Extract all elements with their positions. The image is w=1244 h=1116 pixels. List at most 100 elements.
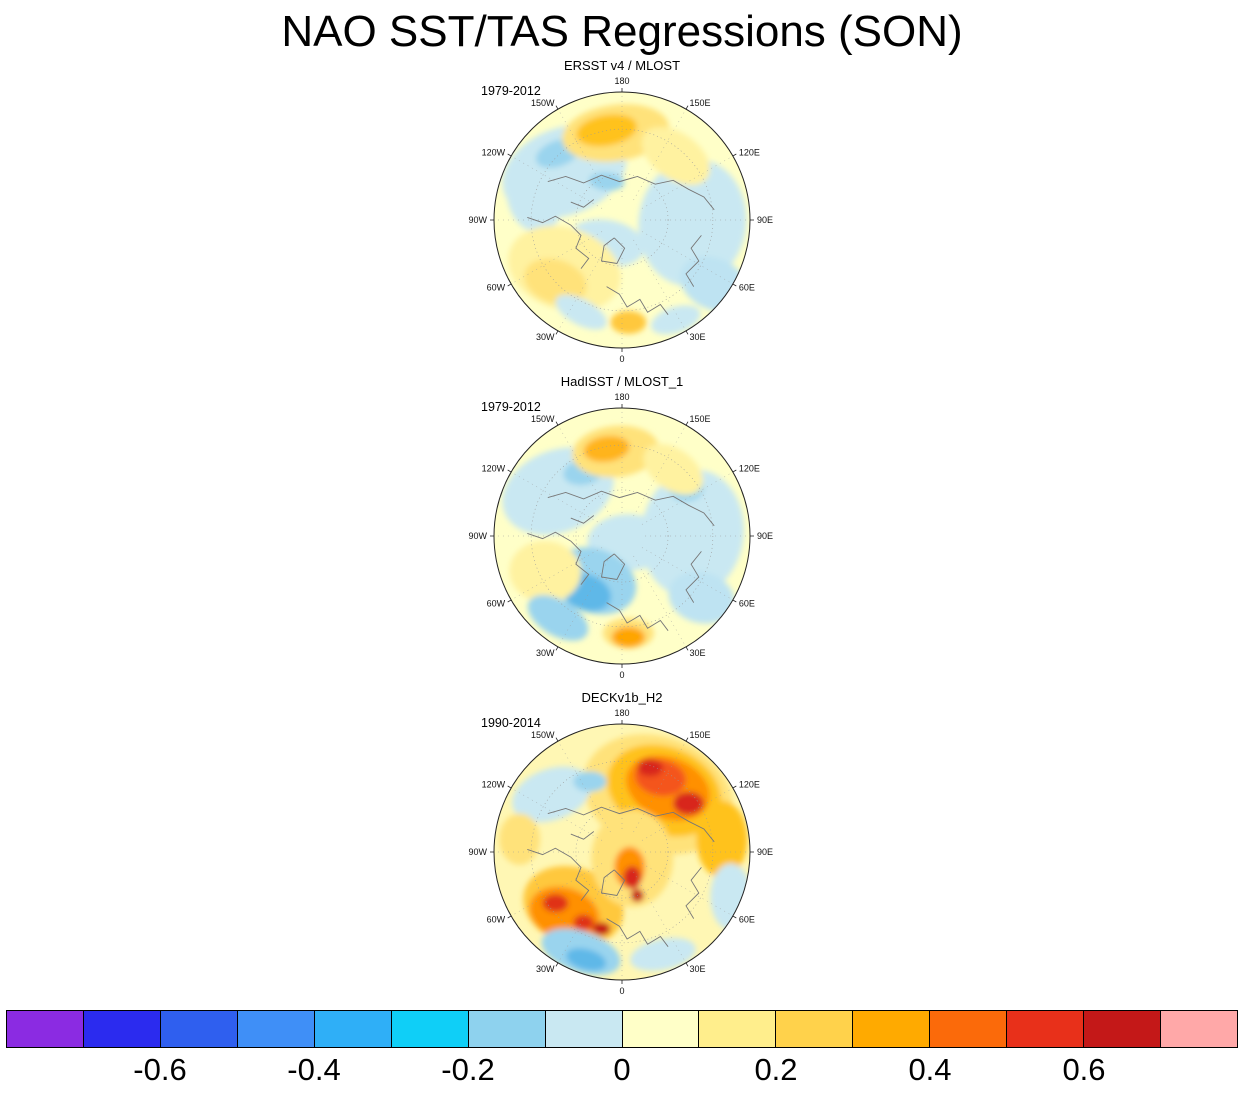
lon-tick bbox=[685, 421, 689, 426]
panel-title-hadisst: HadISST / MLOST_1 bbox=[560, 374, 684, 390]
lon-tick bbox=[732, 470, 737, 473]
lon-tick bbox=[732, 154, 737, 157]
lon-tick bbox=[507, 600, 512, 603]
latitude-circle bbox=[530, 445, 714, 628]
lon-label: 60W bbox=[487, 283, 506, 293]
regression-blob bbox=[524, 258, 587, 305]
regression-blob bbox=[668, 571, 735, 625]
coastline-path bbox=[527, 848, 590, 902]
lon-label: 0 bbox=[619, 670, 624, 680]
lon-label: 150E bbox=[690, 414, 711, 424]
coastline-path bbox=[570, 199, 595, 209]
lon-label: 90W bbox=[468, 847, 487, 857]
lon-label: 150E bbox=[690, 98, 711, 108]
coastline-path bbox=[606, 918, 669, 948]
lon-label: 90W bbox=[468, 531, 487, 541]
lon-label: 120W bbox=[482, 148, 506, 158]
colorbar-tick-label: 0.4 bbox=[908, 1052, 952, 1088]
lon-tick bbox=[685, 737, 689, 742]
colorbar-segment bbox=[776, 1011, 854, 1048]
panel-title-deck: DECKv1b_H2 bbox=[581, 690, 663, 706]
regression-blob bbox=[611, 627, 646, 648]
lon-label: 60E bbox=[739, 915, 755, 925]
lon-label: 90E bbox=[757, 847, 773, 857]
lon-label: 90E bbox=[757, 215, 773, 225]
lon-label: 90E bbox=[757, 531, 773, 541]
lon-tick bbox=[685, 647, 689, 651]
regression-blob bbox=[573, 771, 607, 793]
lon-tick bbox=[732, 600, 737, 603]
lon-tick bbox=[507, 916, 512, 919]
colorbar-segment bbox=[391, 1011, 469, 1048]
lon-tick bbox=[685, 331, 689, 335]
lon-label: 60W bbox=[487, 599, 506, 609]
lon-tick bbox=[732, 786, 737, 789]
regression-blob bbox=[573, 915, 594, 931]
map-panels: ERSST v4 / MLOST 180 150E 120E 90E 60E 30E 0 30… bbox=[0, 58, 1244, 1006]
coastline-path bbox=[606, 286, 669, 316]
lon-label: 180 bbox=[614, 76, 629, 86]
lon-label: 120E bbox=[739, 148, 760, 158]
colorbar-segment bbox=[1084, 1011, 1162, 1048]
coastline-path bbox=[547, 175, 715, 211]
regression-blob bbox=[696, 801, 748, 878]
colorbar-segment bbox=[83, 1011, 161, 1048]
regression-blob bbox=[509, 541, 582, 603]
lon-tick bbox=[555, 737, 559, 742]
coastline-path bbox=[547, 807, 715, 843]
lon-label: 150E bbox=[690, 730, 711, 740]
regression-blob bbox=[623, 866, 642, 890]
map-panel-deck: DECKv1b_H2 180 150E 120E 90E 60E 30E 0 30W 60W 90… bbox=[457, 690, 787, 1006]
figure-page: NAO SST/TAS Regressions (SON) ERSST v4 /… bbox=[0, 7, 1244, 1088]
period-label: 1979-2012 bbox=[481, 400, 541, 414]
colorbar-segment bbox=[853, 1011, 931, 1048]
lon-tick bbox=[685, 105, 689, 110]
colorbar-tick-label: 0 bbox=[613, 1052, 631, 1088]
polar-map-svg: 180 150E 120E 90E 60E 30E 0 30W 60W 90W 120W 150W19… bbox=[468, 708, 773, 996]
lon-tick bbox=[685, 963, 689, 967]
latitude-circle bbox=[575, 174, 669, 267]
regression-blob bbox=[643, 444, 703, 496]
coastline-path bbox=[570, 831, 595, 841]
polar-map-ersst: 180 150E 120E 90E 60E 30E 0 30W 60W 90W 120W 150W 19… bbox=[457, 65, 787, 371]
colorbar-segment bbox=[237, 1011, 315, 1048]
coastline-path bbox=[570, 515, 595, 525]
colorbar-segment bbox=[468, 1011, 546, 1048]
lon-tick bbox=[732, 916, 737, 919]
latitude-circle bbox=[575, 490, 669, 583]
lon-tick bbox=[507, 284, 512, 287]
colorbar-segment bbox=[7, 1011, 84, 1048]
lon-label: 30W bbox=[536, 648, 555, 658]
lon-label: 30E bbox=[690, 332, 706, 342]
lon-label: 60W bbox=[487, 915, 506, 925]
lon-label: 150W bbox=[531, 414, 555, 424]
colorbar-tick-label: -0.4 bbox=[287, 1052, 341, 1088]
colorbar-tick-label: -0.2 bbox=[441, 1052, 495, 1088]
lon-label: 150W bbox=[531, 730, 555, 740]
lon-tick bbox=[555, 647, 559, 651]
panel-title-ersst: ERSST v4 / MLOST bbox=[563, 58, 681, 74]
colorbar-tick-label: 0.2 bbox=[754, 1052, 798, 1088]
colorbar-segment bbox=[160, 1011, 238, 1048]
coastline-path bbox=[685, 867, 702, 920]
lon-tick bbox=[555, 421, 559, 426]
lon-label: 120W bbox=[482, 464, 506, 474]
lon-label: 120W bbox=[482, 780, 506, 790]
lon-tick bbox=[507, 154, 512, 157]
coastline-path bbox=[685, 551, 702, 604]
lon-label: 120E bbox=[739, 780, 760, 790]
map-panel-hadisst: HadISST / MLOST_1 180 150E 120E 90E 60E 30E 0 3… bbox=[457, 374, 787, 690]
lon-label: 90W bbox=[468, 215, 487, 225]
coastline-path bbox=[606, 602, 669, 632]
colorbar-segment bbox=[314, 1011, 392, 1048]
lon-label: 0 bbox=[619, 354, 624, 364]
colorbar-segment bbox=[699, 1011, 777, 1048]
latitude-circle bbox=[530, 129, 714, 312]
regression-blob bbox=[527, 595, 589, 642]
colorbar-segment bbox=[545, 1011, 623, 1048]
regression-blob bbox=[637, 758, 663, 777]
regression-blob bbox=[555, 295, 607, 330]
colorbar-segment bbox=[1007, 1011, 1085, 1048]
regression-blob bbox=[673, 792, 704, 816]
coastline-path bbox=[527, 216, 590, 270]
